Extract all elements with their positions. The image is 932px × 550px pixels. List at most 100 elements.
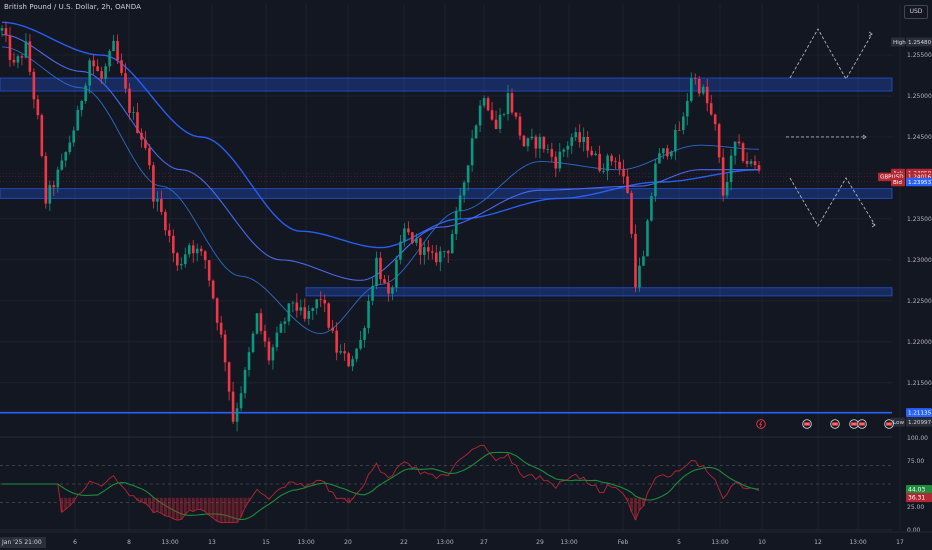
candle xyxy=(227,361,231,401)
time-tick-label: 13:00 xyxy=(849,539,866,546)
candle xyxy=(470,129,474,172)
candle-body xyxy=(415,238,418,243)
candle-body xyxy=(92,60,95,67)
candle xyxy=(247,346,251,377)
sr-zone xyxy=(0,77,893,92)
candle xyxy=(56,166,60,193)
candle-body xyxy=(685,100,689,117)
moving-average-line xyxy=(1,34,759,281)
candle xyxy=(490,101,494,121)
candle xyxy=(670,150,673,160)
candle xyxy=(283,317,287,334)
candle xyxy=(323,294,327,313)
candle xyxy=(52,180,56,196)
candle-body xyxy=(658,153,661,164)
candle xyxy=(307,305,311,325)
lightning-mark xyxy=(759,420,763,428)
candle-body xyxy=(343,351,346,354)
candle xyxy=(104,63,107,84)
candle xyxy=(442,250,446,258)
candle-body xyxy=(630,192,633,234)
candle-body xyxy=(351,359,354,367)
price-tick-label: 1.22000 xyxy=(907,339,932,346)
candle-body xyxy=(582,136,585,143)
candle-body xyxy=(442,251,446,252)
candle xyxy=(733,141,737,165)
candle xyxy=(371,278,374,306)
candle xyxy=(339,344,342,355)
candle xyxy=(379,252,382,285)
candle xyxy=(474,123,478,140)
candle xyxy=(24,33,28,59)
candle xyxy=(44,152,48,209)
candle-body xyxy=(745,161,749,164)
projection-arrowhead xyxy=(862,134,867,140)
candle xyxy=(235,402,239,432)
candle-body xyxy=(112,40,115,52)
candle-body xyxy=(419,238,422,255)
candle xyxy=(705,78,709,112)
candle-body xyxy=(40,115,44,157)
symbol-title: British Pound / U.S. Dollar, 2h, OANDA xyxy=(4,3,142,11)
candle xyxy=(498,108,502,134)
candle xyxy=(112,34,115,52)
candle-body xyxy=(566,145,570,150)
candle-body xyxy=(8,35,12,60)
candle-body xyxy=(100,71,103,79)
rsi-value: 36.31 xyxy=(908,495,925,502)
candle-body xyxy=(183,254,187,265)
candle xyxy=(749,158,753,167)
candle-body xyxy=(733,141,737,156)
candle-body xyxy=(223,334,227,363)
candle xyxy=(96,59,99,72)
dividend-icon xyxy=(756,419,766,429)
candle xyxy=(598,145,601,173)
candle xyxy=(359,331,362,351)
rsi-line xyxy=(2,444,760,524)
candle-body xyxy=(450,233,454,254)
candle-body xyxy=(606,155,609,171)
candle-body xyxy=(303,307,307,319)
candle xyxy=(144,131,147,151)
high-value: 1.25480 xyxy=(908,40,932,46)
candle-body xyxy=(602,170,605,172)
candle-body xyxy=(0,28,4,31)
candle-body xyxy=(156,199,159,202)
candle xyxy=(315,299,319,315)
candle xyxy=(239,386,243,412)
price-tick-label: 1.23500 xyxy=(907,216,932,223)
candle xyxy=(510,88,514,115)
candle-body xyxy=(403,228,406,242)
low-tag-bg xyxy=(891,417,905,427)
candle-body xyxy=(148,147,151,166)
candle-body xyxy=(725,182,729,196)
candle xyxy=(646,219,649,257)
candle-body xyxy=(423,247,426,255)
candle xyxy=(168,223,171,243)
candle xyxy=(558,143,562,173)
candle xyxy=(550,142,554,163)
candle xyxy=(590,146,593,157)
candle xyxy=(526,137,530,152)
candle-body xyxy=(323,299,327,304)
candle-body xyxy=(172,235,175,254)
candle xyxy=(721,148,725,202)
price-tick-label: 1.22500 xyxy=(907,298,932,305)
time-axis: 6 8 13:00 13 15 13:00 20 22 13:00 27 29 13:00 Feb 5 13… xyxy=(0,531,932,546)
candle-body xyxy=(203,251,207,261)
candle xyxy=(638,257,641,292)
candle-body xyxy=(231,391,235,422)
currency-button[interactable]: USD xyxy=(904,5,928,19)
candle xyxy=(522,134,526,147)
candle xyxy=(685,93,689,126)
rsi-tick-label: 25.00 xyxy=(907,504,924,511)
time-tick-label: 6 xyxy=(73,539,77,546)
candle xyxy=(538,133,542,158)
candle-body xyxy=(550,149,554,157)
candle-body xyxy=(363,328,366,340)
candle xyxy=(737,134,741,147)
candle xyxy=(219,315,223,339)
candle-body xyxy=(88,60,91,86)
candle-body xyxy=(120,60,123,74)
